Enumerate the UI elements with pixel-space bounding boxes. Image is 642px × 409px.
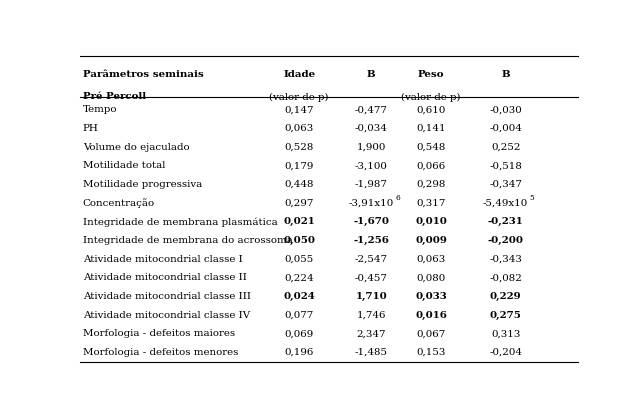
Text: (valor de p): (valor de p) xyxy=(401,92,461,101)
Text: 0,610: 0,610 xyxy=(416,105,446,114)
Text: 0,055: 0,055 xyxy=(284,254,314,263)
Text: 1,710: 1,710 xyxy=(356,291,387,300)
Text: 0,196: 0,196 xyxy=(284,347,314,356)
Text: -0,200: -0,200 xyxy=(488,236,524,245)
Text: Motilidade total: Motilidade total xyxy=(83,161,165,170)
Text: -0,477: -0,477 xyxy=(355,105,388,114)
Text: Atividade mitocondrial classe I: Atividade mitocondrial classe I xyxy=(83,254,243,263)
Text: 0,229: 0,229 xyxy=(490,291,521,300)
Text: 0,528: 0,528 xyxy=(284,142,314,151)
Text: Pré Percoll: Pré Percoll xyxy=(83,92,146,101)
Text: -2,547: -2,547 xyxy=(355,254,388,263)
Text: Volume do ejaculado: Volume do ejaculado xyxy=(83,142,189,151)
Text: 0,298: 0,298 xyxy=(416,180,446,189)
Text: Peso: Peso xyxy=(418,70,444,79)
Text: -1,670: -1,670 xyxy=(353,217,389,226)
Text: (valor de p): (valor de p) xyxy=(270,92,329,101)
Text: 0,313: 0,313 xyxy=(491,328,521,337)
Text: 0,252: 0,252 xyxy=(491,142,521,151)
Text: 0,069: 0,069 xyxy=(284,328,314,337)
Text: -0,347: -0,347 xyxy=(489,180,522,189)
Text: -0,518: -0,518 xyxy=(489,161,522,170)
Text: -0,030: -0,030 xyxy=(489,105,522,114)
Text: 0,010: 0,010 xyxy=(415,217,447,226)
Text: 5: 5 xyxy=(530,193,535,202)
Text: 0,063: 0,063 xyxy=(284,124,314,133)
Text: 0,066: 0,066 xyxy=(417,161,446,170)
Text: 2,347: 2,347 xyxy=(356,328,386,337)
Text: 0,297: 0,297 xyxy=(284,198,314,207)
Text: -1,256: -1,256 xyxy=(353,236,389,245)
Text: -0,457: -0,457 xyxy=(355,273,388,282)
Text: Concentração: Concentração xyxy=(83,198,155,208)
Text: 0,147: 0,147 xyxy=(284,105,314,114)
Text: -3,91x10: -3,91x10 xyxy=(349,198,394,207)
Text: -5,49x10: -5,49x10 xyxy=(483,198,528,207)
Text: Integridade de membrana do acrossoma: Integridade de membrana do acrossoma xyxy=(83,236,293,245)
Text: 0,179: 0,179 xyxy=(284,161,314,170)
Text: Atividade mitocondrial classe III: Atividade mitocondrial classe III xyxy=(83,291,251,300)
Text: 0,024: 0,024 xyxy=(283,291,315,300)
Text: -0,034: -0,034 xyxy=(355,124,388,133)
Text: 0,050: 0,050 xyxy=(283,236,315,245)
Text: 0,033: 0,033 xyxy=(415,291,447,300)
Text: 0,448: 0,448 xyxy=(284,180,314,189)
Text: B: B xyxy=(501,70,510,79)
Text: Idade: Idade xyxy=(283,70,315,79)
Text: 0,224: 0,224 xyxy=(284,273,314,282)
Text: 0,021: 0,021 xyxy=(283,217,315,226)
Text: 0,009: 0,009 xyxy=(415,236,447,245)
Text: Integridade de membrana plasmática: Integridade de membrana plasmática xyxy=(83,217,277,226)
Text: Atividade mitocondrial classe II: Atividade mitocondrial classe II xyxy=(83,273,247,282)
Text: Tempo: Tempo xyxy=(83,105,117,114)
Text: -0,082: -0,082 xyxy=(489,273,522,282)
Text: Motilidade progressiva: Motilidade progressiva xyxy=(83,180,202,189)
Text: -3,100: -3,100 xyxy=(355,161,388,170)
Text: PH: PH xyxy=(83,124,99,133)
Text: 6: 6 xyxy=(395,193,400,202)
Text: -0,004: -0,004 xyxy=(489,124,522,133)
Text: 0,016: 0,016 xyxy=(415,310,447,319)
Text: 0,067: 0,067 xyxy=(417,328,446,337)
Text: Parâmetros seminais: Parâmetros seminais xyxy=(83,70,204,79)
Text: 0,548: 0,548 xyxy=(416,142,446,151)
Text: -1,987: -1,987 xyxy=(355,180,388,189)
Text: -0,204: -0,204 xyxy=(489,347,522,356)
Text: 0,141: 0,141 xyxy=(416,124,446,133)
Text: 0,317: 0,317 xyxy=(416,198,446,207)
Text: 1,746: 1,746 xyxy=(356,310,386,319)
Text: -0,343: -0,343 xyxy=(489,254,522,263)
Text: -1,485: -1,485 xyxy=(355,347,388,356)
Text: 0,063: 0,063 xyxy=(417,254,446,263)
Text: Morfologia - defeitos menores: Morfologia - defeitos menores xyxy=(83,347,238,356)
Text: Morfologia - defeitos maiores: Morfologia - defeitos maiores xyxy=(83,328,235,337)
Text: B: B xyxy=(367,70,376,79)
Text: -0,231: -0,231 xyxy=(488,217,523,226)
Text: Atividade mitocondrial classe IV: Atividade mitocondrial classe IV xyxy=(83,310,250,319)
Text: 0,275: 0,275 xyxy=(490,310,521,319)
Text: 0,077: 0,077 xyxy=(284,310,314,319)
Text: 0,153: 0,153 xyxy=(416,347,446,356)
Text: 0,080: 0,080 xyxy=(417,273,446,282)
Text: 1,900: 1,900 xyxy=(356,142,386,151)
